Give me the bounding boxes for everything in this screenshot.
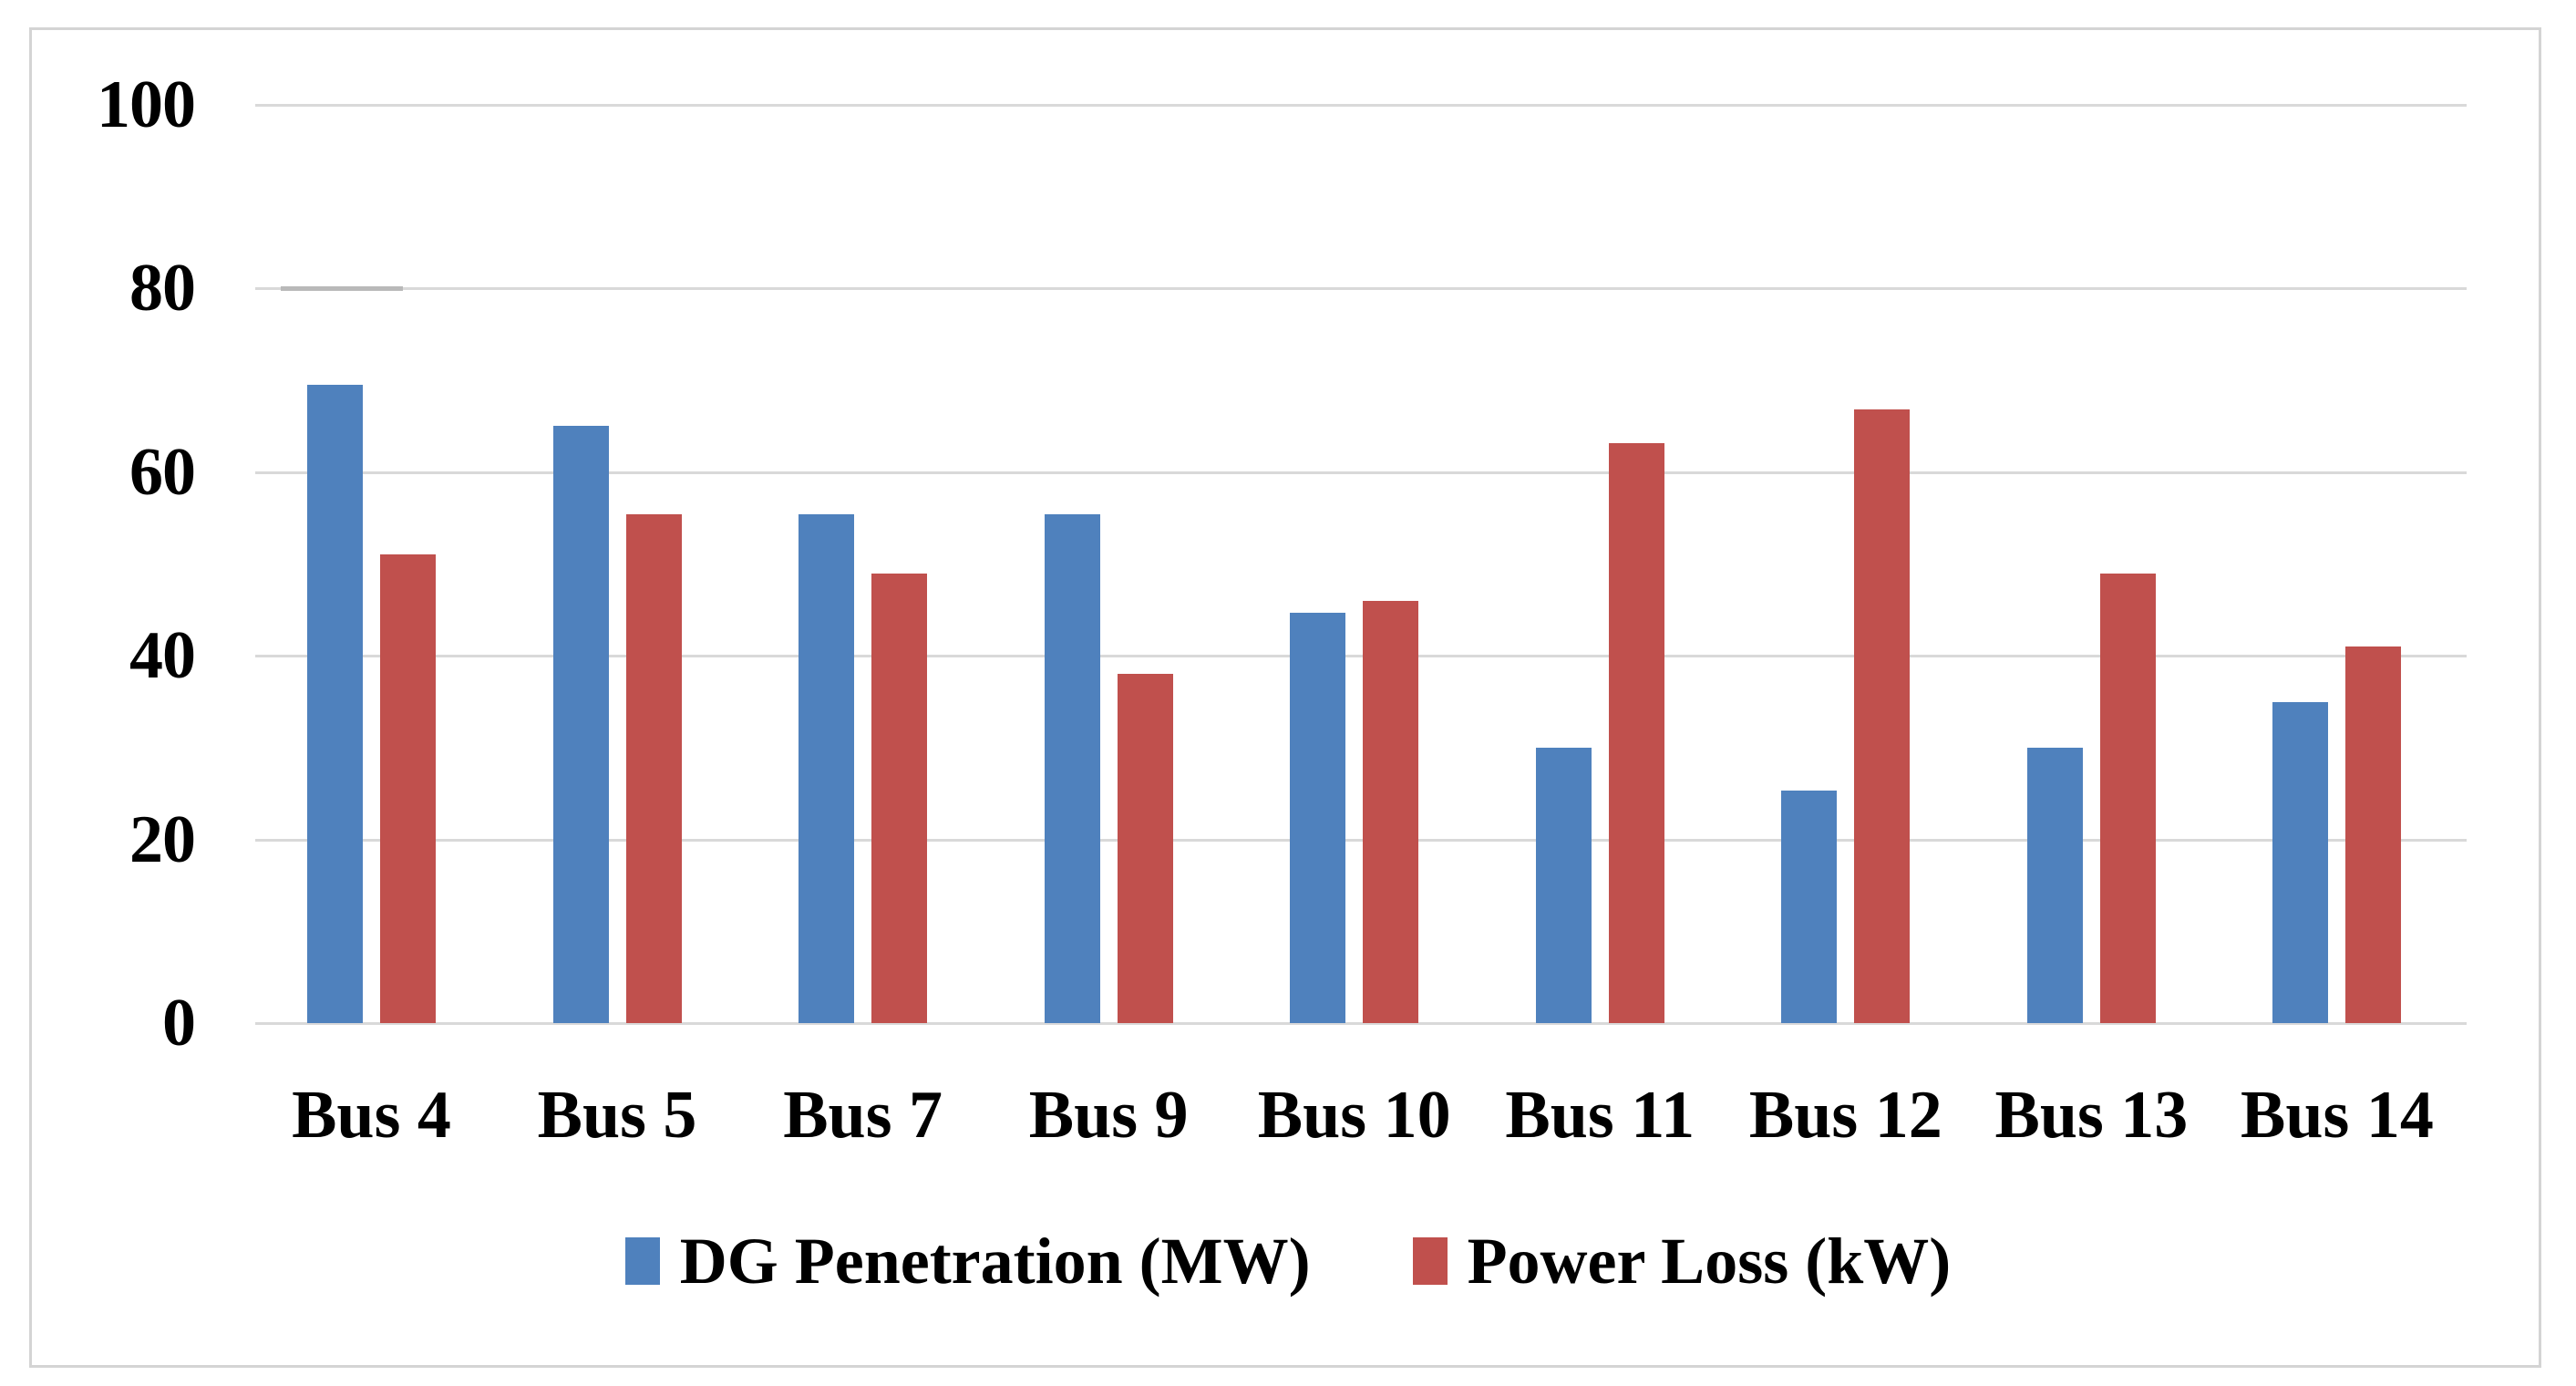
x-label-bus-12: Bus 12: [1748, 1078, 1942, 1153]
bar-dg-penetration-bus-9: [1044, 514, 1100, 1023]
legend-label-dg-penetration: DG Penetration (MW): [679, 1225, 1311, 1298]
bar-dg-penetration-bus-7: [799, 514, 855, 1023]
x-label-bus-11: Bus 11: [1505, 1078, 1695, 1153]
y-tick-label-40: 40: [129, 618, 196, 694]
gridline-y-40: [255, 655, 2467, 658]
y-tick-label-100: 100: [97, 67, 196, 142]
plot-area: [255, 104, 2467, 1025]
gridline-y-0: [255, 1022, 2467, 1025]
bar-dg-penetration-bus-12: [1781, 791, 1838, 1023]
gridline-y-20: [255, 838, 2467, 842]
power-loss-swatch-icon: [1412, 1237, 1448, 1285]
x-label-bus-5: Bus 5: [537, 1078, 697, 1153]
y-tick-label-60: 60: [129, 434, 196, 510]
bar-power-loss-bus-5: [625, 514, 682, 1023]
bar-dg-penetration-bus-13: [2026, 747, 2083, 1023]
bar-power-loss-bus-13: [2099, 573, 2156, 1023]
bar-dg-penetration-bus-5: [552, 426, 609, 1023]
bar-power-loss-bus-12: [1854, 409, 1911, 1023]
legend-item-power-loss: Power Loss (kW): [1412, 1220, 1952, 1302]
gridline-y-100: [255, 104, 2467, 107]
gridline-y-80: [255, 287, 2467, 291]
gridline-y-60: [255, 471, 2467, 474]
x-label-bus-10: Bus 10: [1257, 1078, 1451, 1153]
bar-dg-penetration-bus-10: [1290, 612, 1346, 1023]
x-label-bus-13: Bus 13: [1994, 1078, 2189, 1153]
bar-dg-penetration-bus-4: [307, 385, 363, 1023]
legend-label-power-loss: Power Loss (kW): [1467, 1225, 1952, 1298]
y-tick-label-0: 0: [162, 986, 196, 1060]
bar-dg-penetration-bus-11: [1535, 747, 1592, 1023]
bar-power-loss-bus-11: [1608, 442, 1664, 1023]
bar-power-loss-bus-9: [1117, 674, 1173, 1023]
x-label-bus-14: Bus 14: [2241, 1078, 2434, 1153]
gridline-80-dark-segment: [281, 286, 403, 292]
bar-power-loss-bus-14: [2345, 646, 2402, 1023]
bar-power-loss-bus-10: [1363, 600, 1419, 1023]
x-label-bus-4: Bus 4: [292, 1078, 451, 1153]
legend-item-dg-penetration: DG Penetration (MW): [624, 1220, 1311, 1302]
y-tick-label-80: 80: [129, 251, 196, 326]
x-label-bus-9: Bus 9: [1028, 1078, 1189, 1153]
chart-legend: DG Penetration (MW) Power Loss (kW): [0, 1220, 2576, 1302]
dg-penetration-swatch-icon: [624, 1237, 660, 1285]
bar-power-loss-bus-4: [380, 554, 436, 1023]
bar-dg-penetration-bus-14: [2272, 701, 2329, 1023]
y-tick-label-20: 20: [129, 802, 196, 877]
bar-power-loss-bus-7: [871, 573, 928, 1023]
x-label-bus-7: Bus 7: [783, 1078, 943, 1153]
